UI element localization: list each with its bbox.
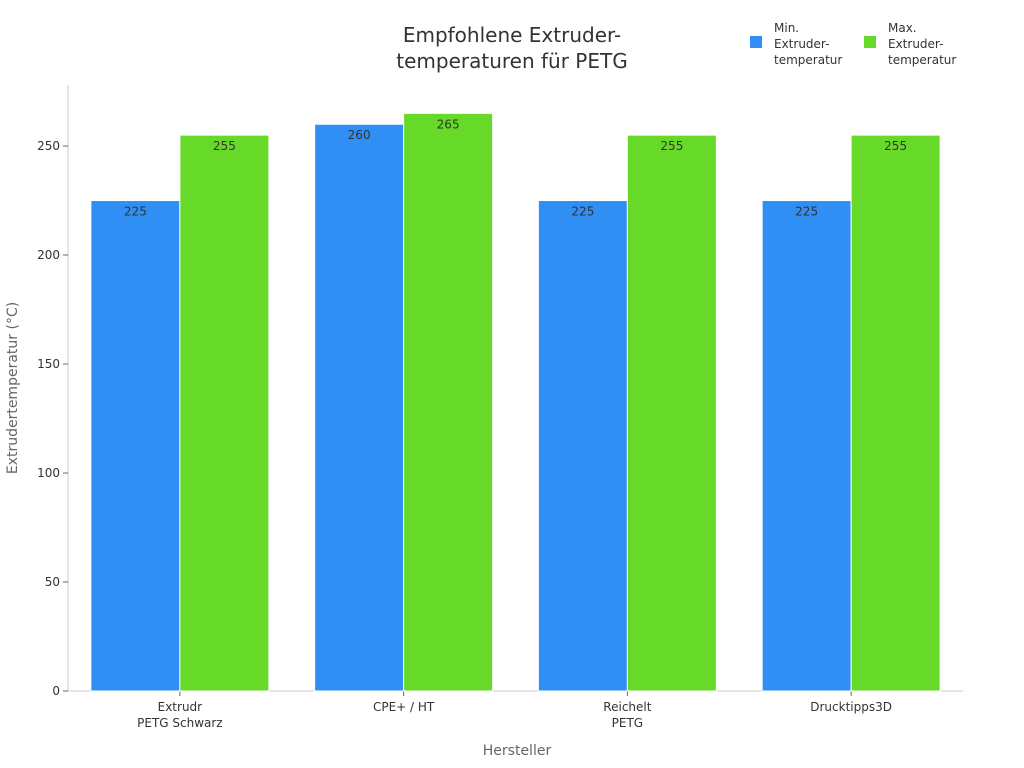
- x-tick-label-line: Drucktipps3D: [810, 700, 892, 714]
- legend-swatch-max: [864, 36, 876, 48]
- legend-label-line: temperatur: [888, 53, 957, 67]
- x-tick-label-line: PETG Schwarz: [137, 716, 222, 730]
- x-tick-label-line: PETG: [612, 716, 643, 730]
- bars: [90, 112, 941, 692]
- legend-label-line: Max.: [888, 21, 917, 35]
- bar-labels: 225 255 260 265 225 255 225 255: [124, 117, 907, 218]
- bar-max: [850, 134, 941, 692]
- y-tick-label: 250: [37, 139, 60, 153]
- x-tick-label: Drucktipps3D: [810, 700, 892, 714]
- legend-label-line: Extruder-: [774, 37, 830, 51]
- x-tick-label: Reichelt PETG: [603, 700, 651, 730]
- legend: Min. Extruder- temperatur Max. Extruder-…: [748, 20, 958, 68]
- legend-swatch-min: [750, 36, 762, 48]
- legend-label-line: Extruder-: [888, 37, 944, 51]
- chart-title-line-1: Empfohlene Extruder-: [402, 23, 622, 47]
- bar-value-label: 225: [124, 205, 147, 219]
- chart-title: Empfohlene Extruder- temperaturen für PE…: [352, 22, 672, 74]
- legend-item-max[interactable]: Max. Extruder- temperatur: [862, 20, 958, 68]
- bar-value-label: 255: [884, 139, 907, 153]
- y-axis-title: Extrudertemperatur (°C): [5, 302, 21, 474]
- y-tick-label: 150: [37, 357, 60, 371]
- bar-value-label: 265: [437, 117, 460, 131]
- y-tick-label: 0: [52, 684, 60, 698]
- legend-label-min: Min. Extruder- temperatur: [774, 20, 844, 68]
- x-tick-label-line: Extrudr: [158, 700, 203, 714]
- x-tick-label-line: CPE+ / HT: [373, 700, 435, 714]
- x-axis-title: Hersteller: [483, 743, 552, 759]
- bar-value-label: 255: [213, 139, 236, 153]
- bar-value-label: 225: [571, 205, 594, 219]
- bar-min: [90, 200, 181, 692]
- bar-value-label: 225: [795, 205, 818, 219]
- chart-title-line-2: temperaturen für PETG: [396, 49, 628, 73]
- x-tick-label: Extrudr PETG Schwarz: [137, 700, 222, 730]
- y-tick-label: 200: [37, 248, 60, 262]
- legend-label-max: Max. Extruder- temperatur: [888, 20, 958, 68]
- bar-value-label: 260: [348, 128, 371, 142]
- legend-label-line: Min.: [774, 21, 800, 35]
- legend-item-min[interactable]: Min. Extruder- temperatur: [748, 20, 844, 68]
- x-tick-label: CPE+ / HT: [373, 700, 435, 714]
- bar-min: [761, 200, 852, 692]
- y-tick-label: 100: [37, 466, 60, 480]
- y-tick-label: 50: [45, 575, 60, 589]
- bar-min: [537, 200, 628, 692]
- x-tick-label-line: Reichelt: [603, 700, 651, 714]
- bar-max: [403, 112, 494, 692]
- bar-min: [314, 123, 405, 692]
- bar-value-label: 255: [660, 139, 683, 153]
- legend-label-line: temperatur: [774, 53, 843, 67]
- y-axis: 0 50 100 150 200 250: [37, 85, 69, 698]
- x-axis: Extrudr PETG Schwarz CPE+ / HT Reichelt PETG…: [68, 690, 963, 730]
- bar-max: [179, 134, 270, 692]
- bar-max: [626, 134, 717, 692]
